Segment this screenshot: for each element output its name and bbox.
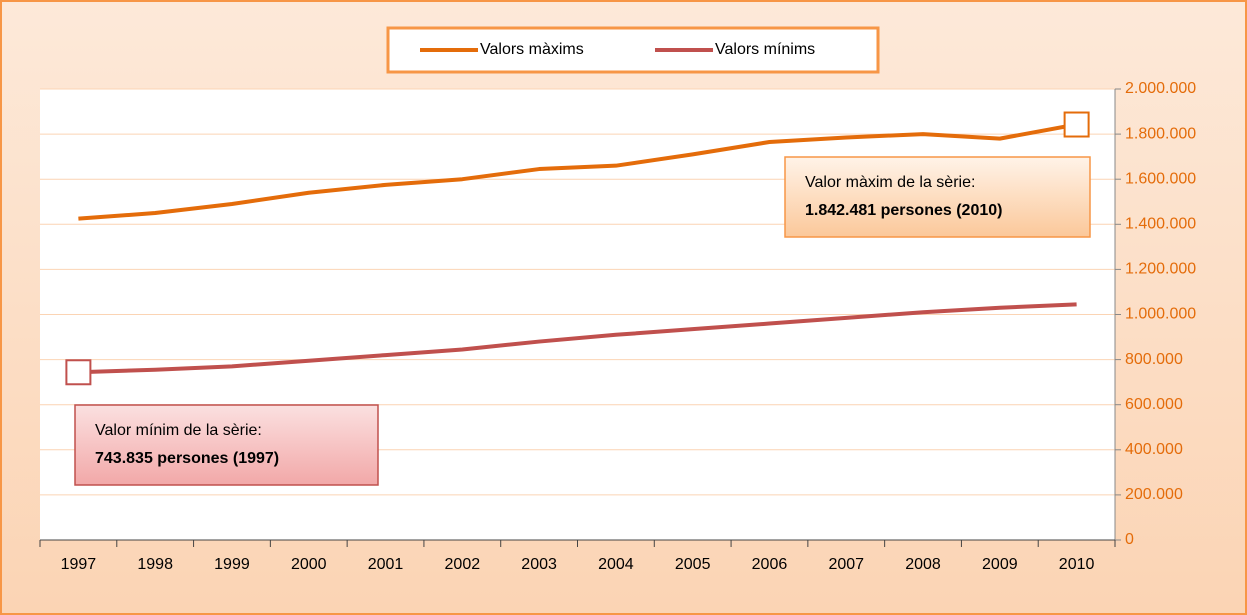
x-tick-label: 1998 <box>137 556 173 573</box>
x-tick-label: 2002 <box>445 556 481 573</box>
annotation-box <box>74 404 379 486</box>
x-tick-label: 2010 <box>1059 556 1095 573</box>
x-tick-label: 2006 <box>752 556 788 573</box>
x-tick-label: 2007 <box>828 556 864 573</box>
y-tick-label: 1.000.000 <box>1125 306 1196 323</box>
y-tick-label: 2.000.000 <box>1125 80 1196 97</box>
y-tick-label: 400.000 <box>1125 441 1183 458</box>
y-tick-label: 800.000 <box>1125 351 1183 368</box>
series-line <box>78 302 1077 375</box>
y-tick-label: 1.600.000 <box>1125 170 1196 187</box>
x-tick-label: 2008 <box>905 556 941 573</box>
x-tick-label: 2001 <box>368 556 404 573</box>
y-tick-label: 1.400.000 <box>1125 216 1196 233</box>
y-tick-label: 200.000 <box>1125 486 1183 503</box>
x-tick-label: 2003 <box>521 556 557 573</box>
x-tick-label: 2000 <box>291 556 327 573</box>
y-tick-label: 1.200.000 <box>1125 261 1196 278</box>
legend-label: Valors màxims <box>480 41 584 58</box>
x-tick-label: 2009 <box>982 556 1018 573</box>
y-tick-label: 600.000 <box>1125 396 1183 413</box>
series-line <box>78 122 1077 221</box>
x-tick-label: 2005 <box>675 556 711 573</box>
annotation-text: Valor màxim de la sèrie: <box>805 174 975 191</box>
legend-box <box>386 26 880 74</box>
legend-label: Valors mínims <box>715 41 815 58</box>
y-tick-label: 0 <box>1125 531 1134 548</box>
x-tick-label: 2004 <box>598 556 634 573</box>
annotation-box <box>784 156 1091 238</box>
point-marker <box>65 359 92 386</box>
annotation-bold: 743.835 persones (1997) <box>95 450 279 467</box>
x-tick-label: 1997 <box>61 556 97 573</box>
x-tick-label: 1999 <box>214 556 250 573</box>
annotation-text: Valor mínim de la sèrie: <box>95 422 262 439</box>
y-tick-label: 1.800.000 <box>1125 125 1196 142</box>
annotation-bold: 1.842.481 persones (2010) <box>805 202 1002 219</box>
point-marker <box>1063 111 1090 138</box>
